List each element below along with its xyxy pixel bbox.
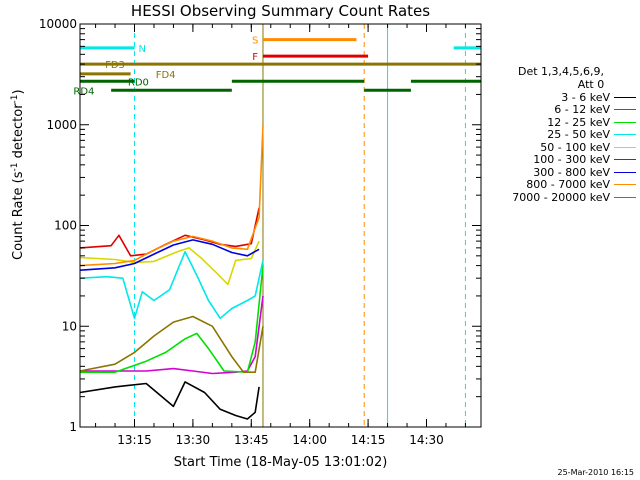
legend-label-1: 6 - 12 keV xyxy=(554,103,610,117)
legend-header-line2: Att 0 xyxy=(577,78,605,91)
series-line-8 xyxy=(79,315,264,374)
legend-swatch-8 xyxy=(614,196,636,198)
legend-label-2: 12 - 25 keV xyxy=(547,115,610,129)
legend-entry-0: 3 - 6 keV xyxy=(486,91,636,104)
legend-swatch-3 xyxy=(614,134,636,136)
legend-entry-5: 100 - 300 keV xyxy=(486,153,636,167)
legend-label-3: 25 - 50 keV xyxy=(547,128,610,142)
series-line-7 xyxy=(79,124,264,267)
flag-label-fd3: FD3 xyxy=(105,60,125,71)
flag-label-rd4: RD4 xyxy=(73,86,94,97)
legend-swatch-5 xyxy=(614,159,636,161)
legend-swatch-0 xyxy=(614,96,636,98)
y-tick-label-4: 10000 xyxy=(39,17,77,31)
legend-swatch-2 xyxy=(614,121,636,123)
legend-entry-4: 50 - 100 keV xyxy=(486,141,636,154)
x-tick-label-4: 14:15 xyxy=(351,433,386,447)
generation-timestamp: 25-Mar-2010 16:15 xyxy=(557,468,635,477)
y-tick-label-1: 10 xyxy=(62,319,77,333)
series-line-2 xyxy=(80,265,264,374)
legend-label-8: 7000 - 20000 keV xyxy=(512,190,610,204)
y-axis-label-sup1: -1 xyxy=(9,162,20,172)
flag-label-f: F xyxy=(252,52,258,63)
legend-label-6: 300 - 800 keV xyxy=(533,165,610,179)
legend-swatch-1 xyxy=(614,109,636,111)
series-line-6 xyxy=(79,239,260,271)
x-axis-label: Start Time (18-May-05 13:01:02) xyxy=(173,455,388,470)
flag-label-rd0: RD0 xyxy=(128,77,149,88)
x-tick-label-2: 13:45 xyxy=(234,433,269,447)
legend-swatch-4 xyxy=(614,146,636,148)
series-line-0 xyxy=(79,381,260,420)
legend-entry-6: 300 - 800 keV xyxy=(486,166,636,179)
legend-swatch-7 xyxy=(614,184,636,186)
x-tick-label-5: 14:30 xyxy=(409,433,444,447)
y-tick-label-0: 1 xyxy=(69,420,77,434)
x-tick-label-0: 13:15 xyxy=(117,433,152,447)
x-axis-ticks: 13:15 13:30 13:45 14:00 14:15 14:30 xyxy=(95,24,466,447)
legend-entry-3: 25 - 50 keV xyxy=(486,128,636,142)
series-line-1 xyxy=(80,295,264,375)
y-axis-label-mid: detector xyxy=(11,103,27,163)
y-tick-label-3: 1000 xyxy=(46,118,77,132)
x-tick-label-3: 14:00 xyxy=(292,433,327,447)
y-tick-label-2: 100 xyxy=(54,219,77,233)
legend-entry-7: 800 - 7000 keV xyxy=(486,178,636,192)
legend-label-5: 100 - 300 keV xyxy=(533,153,610,167)
flag-label-n: N xyxy=(139,44,146,55)
legend-entry-2: 12 - 25 keV xyxy=(486,116,636,129)
chart-title: HESSI Observing Summary Count Rates xyxy=(130,2,431,20)
y-axis-ticks: 1 10 100 1000 10000 xyxy=(39,17,481,434)
legend-entry-8: 7000 - 20000 keV xyxy=(486,191,636,204)
series-line-4 xyxy=(79,240,260,286)
legend: Det 1,3,4,5,6,9, Att 0 3 - 6 keV 6 - 12 k… xyxy=(486,65,636,204)
observing-flags: N SF FD3 FD4 RD0 RD4 xyxy=(73,36,481,97)
y-axis-label-main: Count Rate (s xyxy=(11,171,27,260)
series-lines xyxy=(79,124,264,420)
legend-label-0: 3 - 6 keV xyxy=(561,90,610,104)
series-line-3 xyxy=(79,250,264,320)
y-axis-label: Count Rate (s-1 detector-1) xyxy=(10,89,26,260)
legend-label-7: 800 - 7000 keV xyxy=(526,178,610,192)
flag-label-fd4: FD4 xyxy=(156,70,176,81)
legend-entry-1: 6 - 12 keV xyxy=(486,103,636,117)
legend-label-4: 50 - 100 keV xyxy=(540,140,610,154)
y-axis-label-end: ) xyxy=(11,89,27,95)
flag-label-s: S xyxy=(252,36,258,47)
legend-header-line1: Det 1,3,4,5,6,9, xyxy=(517,65,605,78)
legend-entries: 3 - 6 keV 6 - 12 keV 12 - 25 keV 25 - 50 ke… xyxy=(486,91,636,204)
y-axis-label-sup2: -1 xyxy=(9,94,20,104)
x-tick-label-1: 13:30 xyxy=(176,433,211,447)
legend-swatch-6 xyxy=(614,171,636,173)
